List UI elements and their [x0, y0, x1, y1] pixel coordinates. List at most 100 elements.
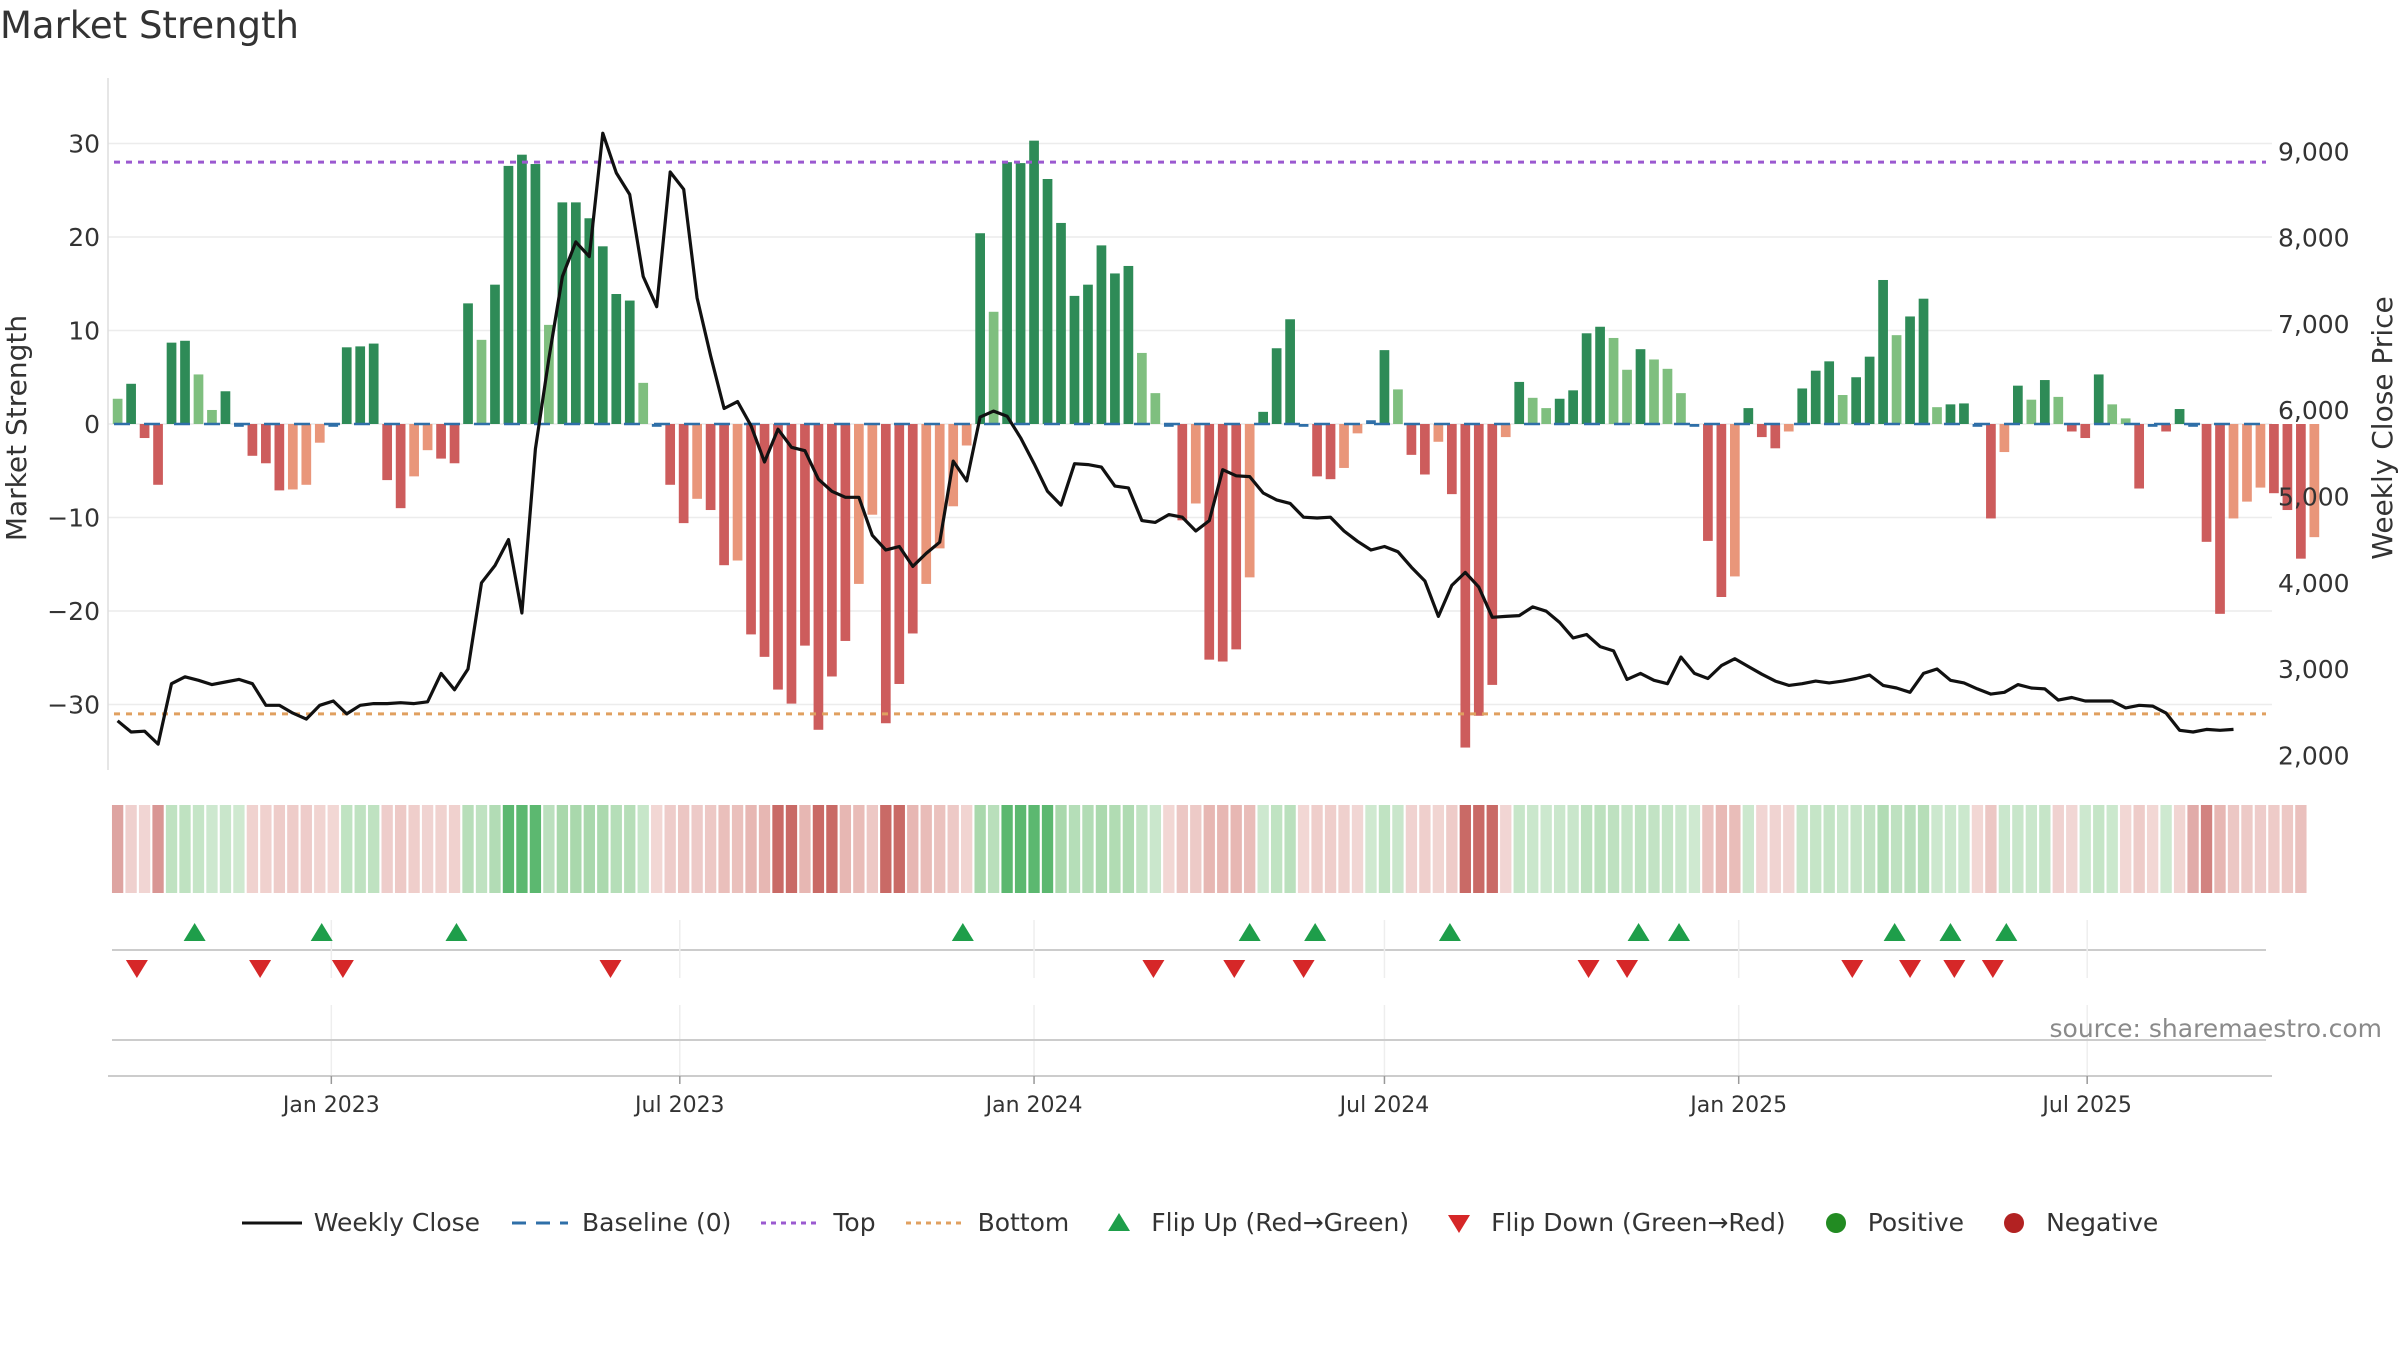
strength-bar [1244, 424, 1255, 578]
regime-cell [2106, 805, 2118, 893]
strength-bar [921, 424, 932, 584]
strength-bar [1635, 349, 1646, 424]
strength-bar [907, 424, 918, 634]
y2-tick-label: 3,000 [2278, 655, 2350, 684]
regime-cell [165, 805, 178, 893]
regime-cell [1378, 805, 1391, 893]
y-tick-label: −30 [47, 691, 100, 720]
regime-cell [1338, 805, 1350, 893]
regime-cell [1796, 805, 1808, 893]
regime-cell [570, 805, 582, 893]
regime-cell [1459, 805, 1471, 893]
strength-bar [234, 424, 244, 427]
regime-cell [1540, 805, 1552, 893]
strength-bar [1339, 424, 1349, 468]
strength-bar [1110, 273, 1120, 424]
strength-bar [2255, 424, 2266, 488]
reference-lines [114, 160, 2266, 716]
regime-cell [1176, 805, 1188, 893]
strength-bar [2107, 404, 2118, 424]
weekly-close-series [116, 131, 2234, 746]
legend-label: Negative [2046, 1208, 2159, 1237]
strength-bar [1891, 335, 1902, 424]
strength-bar [1500, 424, 1511, 438]
regime-cell [2160, 805, 2172, 893]
regime-cell [1742, 805, 1754, 893]
regime-strip [111, 805, 2307, 893]
regime-cell [475, 805, 488, 893]
strength-bar [1285, 319, 1295, 424]
regime-cell [2133, 805, 2145, 893]
regime-cell [1580, 805, 1593, 893]
strength-bar [1810, 370, 1821, 424]
y-tick-label: −20 [47, 597, 100, 626]
strength-bar [1729, 424, 1740, 577]
regime-cell [1311, 805, 1323, 893]
strength-bar [1069, 295, 1080, 424]
legend-item-top[interactable]: Top [761, 1208, 876, 1237]
strength-bar [1770, 424, 1781, 449]
strength-bar [1029, 140, 1039, 424]
strength-bar [1932, 407, 1942, 424]
strength-bar [827, 424, 837, 677]
strength-bar [1878, 279, 1888, 424]
legend-label: Weekly Close [313, 1208, 481, 1237]
strength-bar [1258, 411, 1269, 424]
regime-cell [1688, 805, 1701, 893]
regime-cell [812, 805, 825, 893]
strength-bar [2161, 424, 2171, 432]
regime-cell [394, 805, 407, 893]
legend-item-bottom[interactable]: Bottom [905, 1208, 1069, 1237]
strength-bar [2039, 380, 2050, 424]
strength-bar [1231, 424, 1242, 650]
strength-bar [261, 424, 271, 464]
regime-cell [637, 805, 649, 893]
strength-bar [2080, 424, 2091, 439]
strength-bar [880, 424, 891, 724]
y-tick-label: 0 [84, 410, 100, 439]
regime-cell [826, 805, 838, 893]
flip-down-marker [1841, 960, 1864, 978]
strength-bar [1446, 424, 1457, 495]
legend-item-positive[interactable]: Positive [1816, 1208, 1964, 1237]
legend-item-flip-down[interactable]: Flip Down (Green→Red) [1439, 1208, 1786, 1237]
flip-down-marker [1943, 960, 1966, 978]
regime-cell [111, 805, 124, 893]
strength-bar [368, 343, 379, 424]
strength-bar [2053, 396, 2064, 424]
regime-cell [785, 805, 798, 893]
regime-cell [1109, 805, 1121, 893]
legend-item-baseline[interactable]: Baseline (0) [510, 1208, 731, 1237]
flip-up-marker [1939, 923, 1962, 941]
strength-bar [894, 424, 905, 684]
regime-cell [1823, 805, 1835, 893]
y-axis-label: Market Strength [0, 315, 33, 541]
strength-bar [1649, 359, 1659, 424]
strength-bar [1002, 162, 1012, 424]
regime-cell [1904, 805, 1916, 893]
regime-cell [1392, 805, 1404, 893]
strength-bar [2174, 409, 2185, 424]
strength-bar [1473, 424, 1484, 716]
flip-down-marker [331, 960, 354, 978]
strength-bar [557, 202, 568, 424]
legend-label: Baseline (0) [582, 1208, 732, 1237]
regime-cell [1230, 805, 1242, 893]
strength-bar [2134, 424, 2145, 489]
legend-item-negative[interactable]: Negative [1994, 1208, 2158, 1237]
regime-cell [246, 805, 259, 893]
strength-bar [705, 424, 716, 511]
y2-tick-label: 7,000 [2278, 310, 2350, 339]
regime-cell [1783, 805, 1795, 893]
regime-cell [1446, 805, 1458, 893]
strength-bar [1918, 298, 1929, 424]
flip-up-marker [1304, 923, 1327, 941]
strength-bar [409, 424, 419, 477]
strength-bar [544, 324, 554, 424]
legend-item-flip-up[interactable]: Flip Up (Red→Green) [1099, 1208, 1409, 1237]
x-tick-label: Jan 2024 [984, 1093, 1083, 1118]
strength-bar [719, 424, 729, 566]
legend-item-weekly-close[interactable]: Weekly Close [241, 1208, 481, 1237]
strength-bar [678, 424, 689, 524]
strength-bar [1959, 403, 1969, 424]
